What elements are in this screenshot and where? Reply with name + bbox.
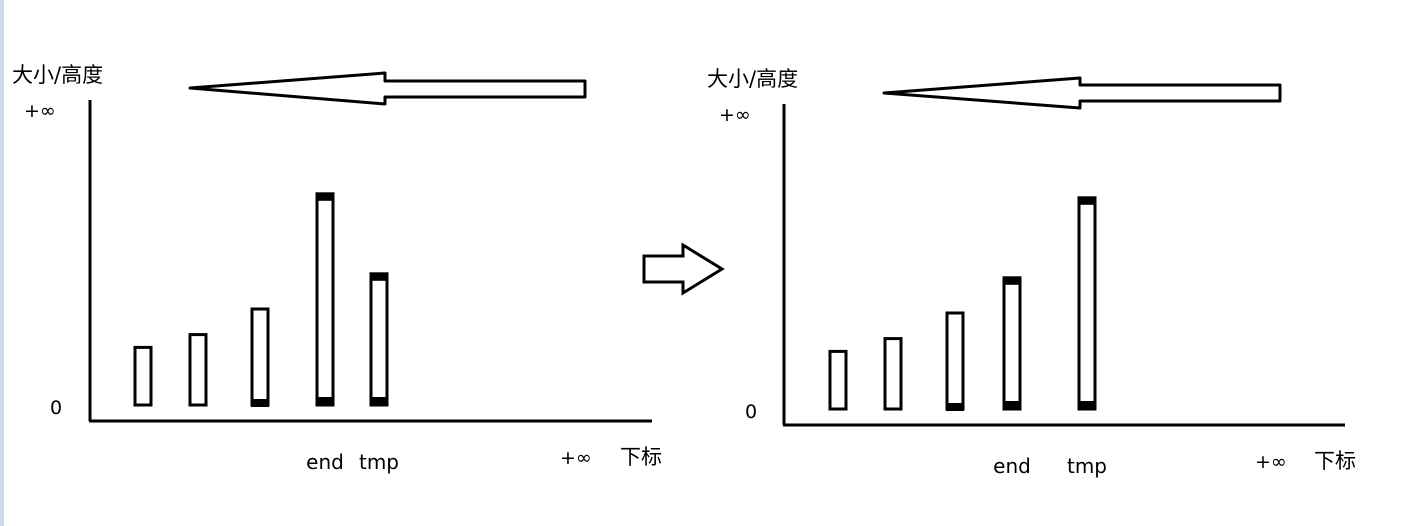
bar-4	[315, 192, 335, 407]
bar-caption-end: end	[306, 450, 344, 474]
bar-4-bottom-marker	[1003, 401, 1021, 409]
panel-before: 大小/高度 +∞ 0 +∞ 下标 end tmp	[12, 63, 662, 474]
left-arrow-icon	[882, 76, 1282, 110]
bar-group: end tmp	[133, 192, 399, 474]
bar-4-top-marker	[1003, 276, 1021, 285]
y-zero-label: 0	[745, 401, 757, 423]
y-zero-label: 0	[50, 397, 62, 419]
bar-4-bottom-marker	[316, 397, 334, 405]
bar-1	[133, 345, 153, 407]
panel-after: 大小/高度 +∞ 0 +∞ 下标 end tmp	[707, 67, 1356, 478]
y-top-label: +∞	[719, 104, 751, 126]
bar-caption-tmp: tmp	[359, 450, 399, 474]
x-axis-label: 下标	[620, 445, 662, 469]
bar-4-top-marker	[316, 192, 334, 201]
bar-1	[828, 349, 848, 411]
bar-2	[188, 333, 208, 407]
y-top-label: +∞	[24, 100, 56, 122]
bar-caption-end: end	[993, 454, 1031, 478]
bar-3	[945, 311, 965, 411]
left-arrow-icon	[188, 71, 587, 106]
bar-2	[883, 337, 903, 411]
bar-5-top-marker	[370, 272, 388, 281]
bar-3-bottom-marker	[251, 399, 269, 407]
bar-5-bottom-marker	[1078, 401, 1096, 409]
right-arrow-icon	[642, 242, 725, 296]
window-left-edge	[0, 0, 4, 526]
bar-4	[1002, 276, 1022, 411]
x-end-label: +∞	[560, 447, 592, 469]
bar-5-bottom-marker	[370, 397, 388, 405]
y-axis-label: 大小/高度	[12, 63, 103, 87]
bar-3	[250, 307, 270, 407]
bar-group: end tmp	[828, 196, 1107, 478]
x-end-label: +∞	[1255, 451, 1287, 473]
bar-5	[1077, 196, 1097, 411]
x-axis-label: 下标	[1314, 449, 1356, 473]
y-axis-label: 大小/高度	[707, 67, 798, 91]
bar-5	[369, 272, 389, 407]
bar-3-bottom-marker	[946, 403, 964, 411]
bar-5-top-marker	[1078, 196, 1096, 205]
bar-caption-tmp: tmp	[1067, 454, 1107, 478]
